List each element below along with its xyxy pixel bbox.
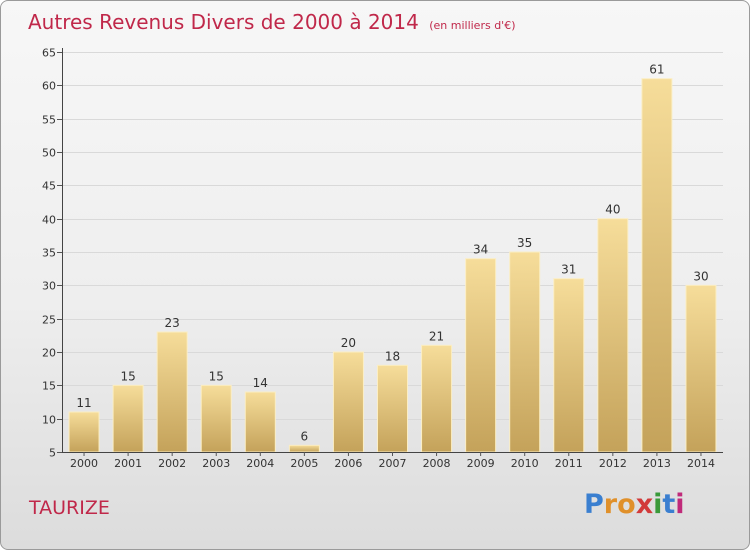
value-label: 14 (253, 376, 268, 390)
logo-letter: o (617, 489, 636, 520)
value-label: 31 (561, 263, 576, 277)
x-tick-label: 2000 (70, 457, 98, 470)
logo-letter: r (603, 489, 618, 520)
bar-2009 (465, 258, 497, 453)
commune-name: TAURIZE (29, 497, 110, 519)
x-tick-label: 2009 (467, 457, 495, 470)
bar-2012 (597, 218, 629, 453)
value-label: 11 (76, 396, 91, 410)
value-label: 40 (605, 203, 620, 217)
value-label: 61 (649, 63, 664, 77)
y-tick-label: 55 (42, 114, 56, 127)
logo-letter: t (662, 489, 676, 520)
value-label: 21 (429, 329, 444, 343)
y-tick-label: 65 (42, 47, 56, 60)
bar-2006 (332, 351, 364, 453)
y-tick-label: 50 (42, 147, 56, 160)
value-label: 6 (301, 429, 309, 443)
x-tick-label: 2013 (643, 457, 671, 470)
value-label: 18 (385, 349, 400, 363)
y-tick-label: 40 (42, 214, 56, 227)
y-tick-label: 5 (49, 447, 56, 460)
y-tick-label: 35 (42, 247, 56, 260)
bar-2001 (112, 384, 144, 453)
y-tick-label: 60 (42, 80, 56, 93)
y-tick-label: 15 (42, 380, 56, 393)
value-label: 30 (693, 269, 708, 283)
x-tick-label: 2014 (687, 457, 715, 470)
y-tick-label: 45 (42, 180, 56, 193)
x-tick-label: 2003 (202, 457, 230, 470)
logo-letter: P (584, 489, 604, 520)
value-label: 20 (341, 336, 356, 350)
logo-letter: i (653, 489, 663, 520)
bar-2013 (641, 78, 673, 453)
x-tick-label: 2008 (423, 457, 451, 470)
chart-title: Autres Revenus Divers de 2000 à 2014 (en… (28, 10, 516, 34)
bar-2010 (509, 251, 541, 453)
x-tick-label: 2011 (555, 457, 583, 470)
x-tick-label: 2007 (379, 457, 407, 470)
y-tick-label: 30 (42, 280, 56, 293)
x-tick-label: 2010 (511, 457, 539, 470)
proxiti-logo[interactable]: Proxiti (584, 489, 685, 520)
x-tick-label: 2005 (290, 457, 318, 470)
bar-2000 (68, 411, 100, 453)
value-label: 15 (120, 369, 135, 383)
bar-2008 (421, 344, 453, 453)
bar-2002 (156, 331, 188, 453)
y-tick-label: 10 (42, 414, 56, 427)
bar-2003 (200, 384, 232, 453)
chart-subtitle: (en milliers d'€) (429, 19, 516, 32)
value-label: 15 (209, 369, 224, 383)
x-tick-label: 2001 (114, 457, 142, 470)
x-tick-label: 2012 (599, 457, 627, 470)
x-tick-label: 2006 (334, 457, 362, 470)
value-label: 23 (165, 316, 180, 330)
x-tick-label: 2002 (158, 457, 186, 470)
logo-letter: x (635, 489, 654, 520)
bar-2005 (288, 444, 320, 453)
logo-letter: i (675, 489, 685, 520)
bar-2011 (553, 278, 585, 453)
y-tick-label: 25 (42, 314, 56, 327)
bar-2007 (377, 364, 408, 453)
y-tick-label: 20 (42, 347, 56, 360)
bar-2014 (685, 284, 717, 453)
value-label: 35 (517, 236, 532, 250)
x-tick-label: 2004 (246, 457, 274, 470)
bar-2004 (244, 391, 276, 453)
value-label: 34 (473, 243, 488, 257)
